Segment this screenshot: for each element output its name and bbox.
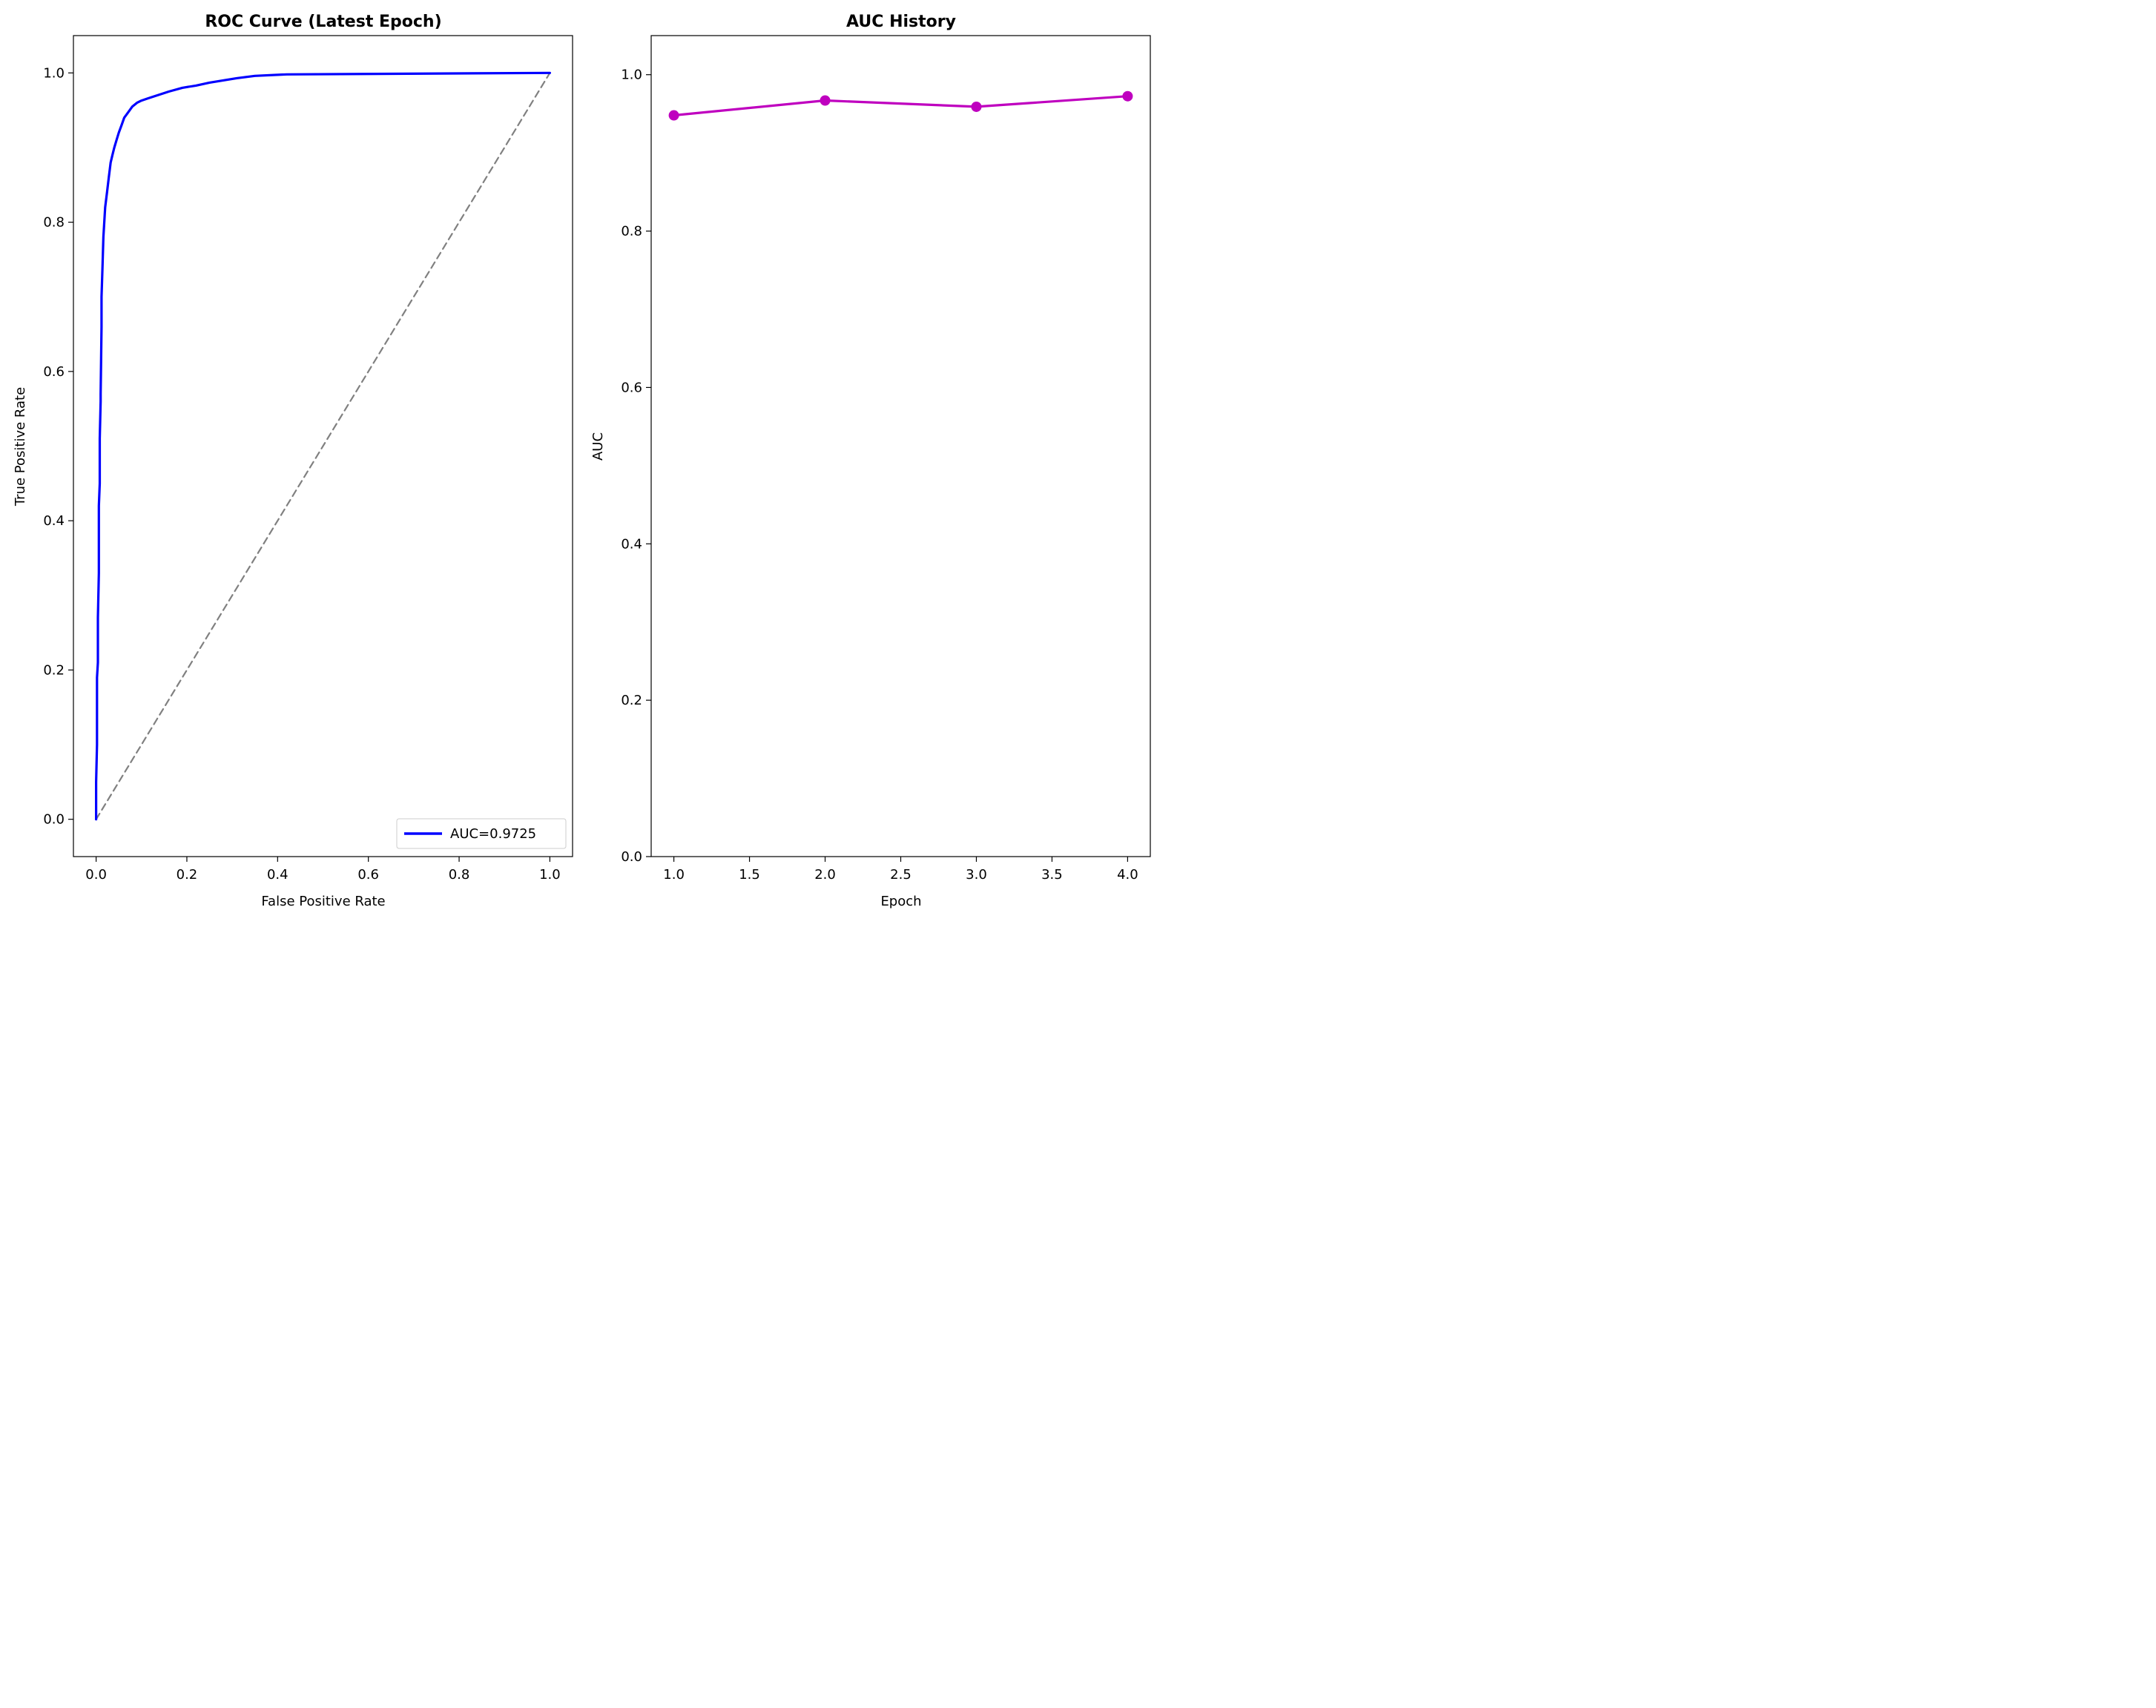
auc-history-x-tick-label: 4.0 [1117, 867, 1138, 883]
auc-history-plot-area [668, 90, 1133, 121]
roc-y-ticks: 0.0 0.2 0.4 0.6 0.8 1.0 [43, 65, 73, 828]
auc-history-x-tick-label: 3.5 [1041, 867, 1063, 883]
auc-history-y-tick-label: 0.2 [621, 693, 642, 708]
roc-y-tick-label: 0.8 [43, 215, 65, 231]
auc-history-y-tick-label: 0.8 [621, 224, 642, 240]
auc-history-y-tick-label: 1.0 [621, 67, 642, 83]
auc-history-line [672, 95, 1130, 117]
auc-history-x-tick-label: 1.0 [663, 867, 685, 883]
auc-history-point [668, 110, 679, 121]
roc-curve-line [95, 71, 552, 821]
roc-y-tick-label: 1.0 [43, 65, 65, 81]
roc-x-ticks: 0.0 0.2 0.4 0.6 0.8 1.0 [85, 857, 561, 883]
auc-history-point [1122, 90, 1133, 102]
roc-panel: ROC Curve (Latest Epoch) 0.0 0.2 0.4 0.6 0.8… [13, 13, 573, 909]
roc-title: ROC Curve (Latest Epoch) [205, 13, 441, 31]
auc-history-point [971, 101, 982, 112]
roc-y-tick-label: 0.2 [43, 662, 65, 678]
auc-history-x-label: Epoch [880, 894, 921, 909]
roc-y-tick-label: 0.0 [43, 812, 65, 828]
roc-x-tick-label: 0.8 [449, 867, 470, 883]
roc-x-tick-label: 0.6 [357, 867, 379, 883]
roc-legend-box [396, 818, 567, 849]
figure: ROC Curve (Latest Epoch) 0.0 0.2 0.4 0.6 0.8… [13, 13, 1151, 909]
roc-axes-frame [73, 35, 573, 857]
auc-history-y-tick-label: 0.4 [621, 536, 642, 552]
roc-x-label: False Positive Rate [261, 894, 385, 909]
roc-y-tick-label: 0.6 [43, 364, 65, 380]
auc-history-point [820, 95, 831, 106]
auc-history-x-tick-label: 1.5 [739, 867, 760, 883]
roc-x-tick-label: 0.4 [267, 867, 289, 883]
auc-history-y-ticks: 0.0 0.2 0.4 0.6 0.8 1.0 [621, 67, 651, 865]
roc-legend: AUC=0.9725 [396, 818, 567, 849]
auc-history-axes-frame [650, 35, 1151, 857]
roc-y-tick-label: 0.4 [43, 513, 65, 529]
auc-history-x-ticks: 1.0 1.5 2.0 2.5 3.0 3.5 4.0 [663, 857, 1138, 883]
auc-history-x-tick-label: 2.5 [890, 867, 911, 883]
auc-history-y-label: AUC [590, 432, 606, 461]
auc-history-x-tick-label: 3.0 [966, 867, 987, 883]
roc-plot-area [95, 71, 552, 821]
auc-history-x-tick-label: 2.0 [814, 867, 836, 883]
roc-x-tick-label: 0.2 [177, 867, 198, 883]
auc-history-panel: AUC History 1.0 1.5 2.0 2.5 3.0 3.5 4.0 0.0 0.2… [590, 13, 1151, 909]
roc-legend-label: AUC=0.9725 [450, 826, 536, 842]
roc-chance-line [95, 72, 551, 820]
roc-y-label: True Positive Rate [13, 387, 28, 507]
roc-x-tick-label: 1.0 [539, 867, 561, 883]
auc-history-y-tick-label: 0.0 [621, 849, 642, 865]
auc-history-title: AUC History [846, 13, 956, 31]
roc-x-tick-label: 0.0 [85, 867, 107, 883]
auc-history-y-tick-label: 0.6 [621, 380, 642, 395]
